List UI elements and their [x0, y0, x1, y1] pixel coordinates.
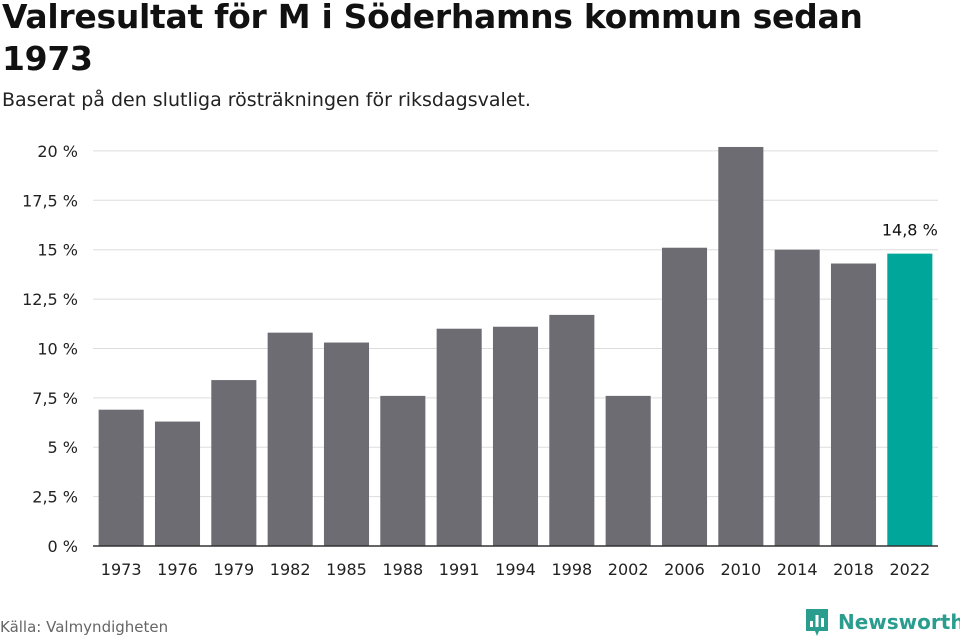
data-label: 14,8 % [882, 221, 938, 240]
y-tick-label: 10 % [37, 339, 78, 358]
data-labels: 14,8 % [882, 221, 938, 240]
x-tick-label: 1979 [213, 560, 254, 579]
y-tick-label: 17,5 % [22, 191, 78, 210]
bar [830, 263, 877, 546]
bar [887, 253, 933, 546]
y-tick-label: 20 % [37, 142, 78, 161]
x-tick-label: 2002 [608, 560, 649, 579]
newsworthy-logo-icon [806, 609, 828, 636]
x-tick-label: 2006 [664, 560, 705, 579]
bar [605, 395, 651, 546]
y-tick-label: 12,5 % [22, 290, 78, 309]
x-tick-label: 1988 [382, 560, 423, 579]
bar [211, 380, 257, 546]
x-tick-label: 2010 [720, 560, 761, 579]
y-tick-label: 15 % [37, 241, 78, 260]
source-note: Källa: Valmyndigheten [0, 618, 169, 636]
bar [380, 395, 426, 546]
bar [98, 409, 144, 546]
y-tick-label: 0 % [48, 537, 78, 556]
bar [661, 247, 708, 546]
bar [718, 146, 764, 546]
bar [154, 421, 201, 546]
x-axis-tick-labels: 1973 1976 1979 1982 1985 1988 1991 1994 1998 2002… [101, 560, 930, 579]
y-tick-label: 5 % [48, 438, 78, 457]
bar [774, 249, 820, 546]
bar [267, 332, 313, 546]
bar [549, 314, 595, 546]
chart-subtitle: Baserat på den slutliga rösträkningen fö… [2, 89, 531, 111]
bar [492, 326, 539, 546]
x-tick-label: 1998 [551, 560, 592, 579]
brand-name: Newsworthy [838, 610, 960, 634]
bar [323, 342, 370, 546]
y-tick-label: 7,5 % [32, 389, 78, 408]
x-tick-label: 1973 [101, 560, 142, 579]
bar [436, 328, 482, 546]
x-tick-label: 1991 [439, 560, 480, 579]
x-tick-label: 2014 [777, 560, 818, 579]
y-axis-tick-labels: 0 % 2,5 % 5 % 7,5 % 10 % 12,5 % 15 % 17,5 % 20 % [22, 142, 78, 556]
y-tick-label: 2,5 % [32, 488, 78, 507]
brand-logo-lockup[interactable]: Newsworthy [804, 607, 960, 637]
bars [98, 146, 933, 546]
chart-title: Valresultat för M i Söderhamns kommun se… [2, 0, 863, 78]
x-tick-label: 1976 [157, 560, 198, 579]
x-tick-label: 2022 [889, 560, 930, 579]
x-tick-label: 1985 [326, 560, 367, 579]
x-tick-label: 1994 [495, 560, 536, 579]
x-tick-label: 2018 [833, 560, 874, 579]
x-tick-label: 1982 [270, 560, 311, 579]
